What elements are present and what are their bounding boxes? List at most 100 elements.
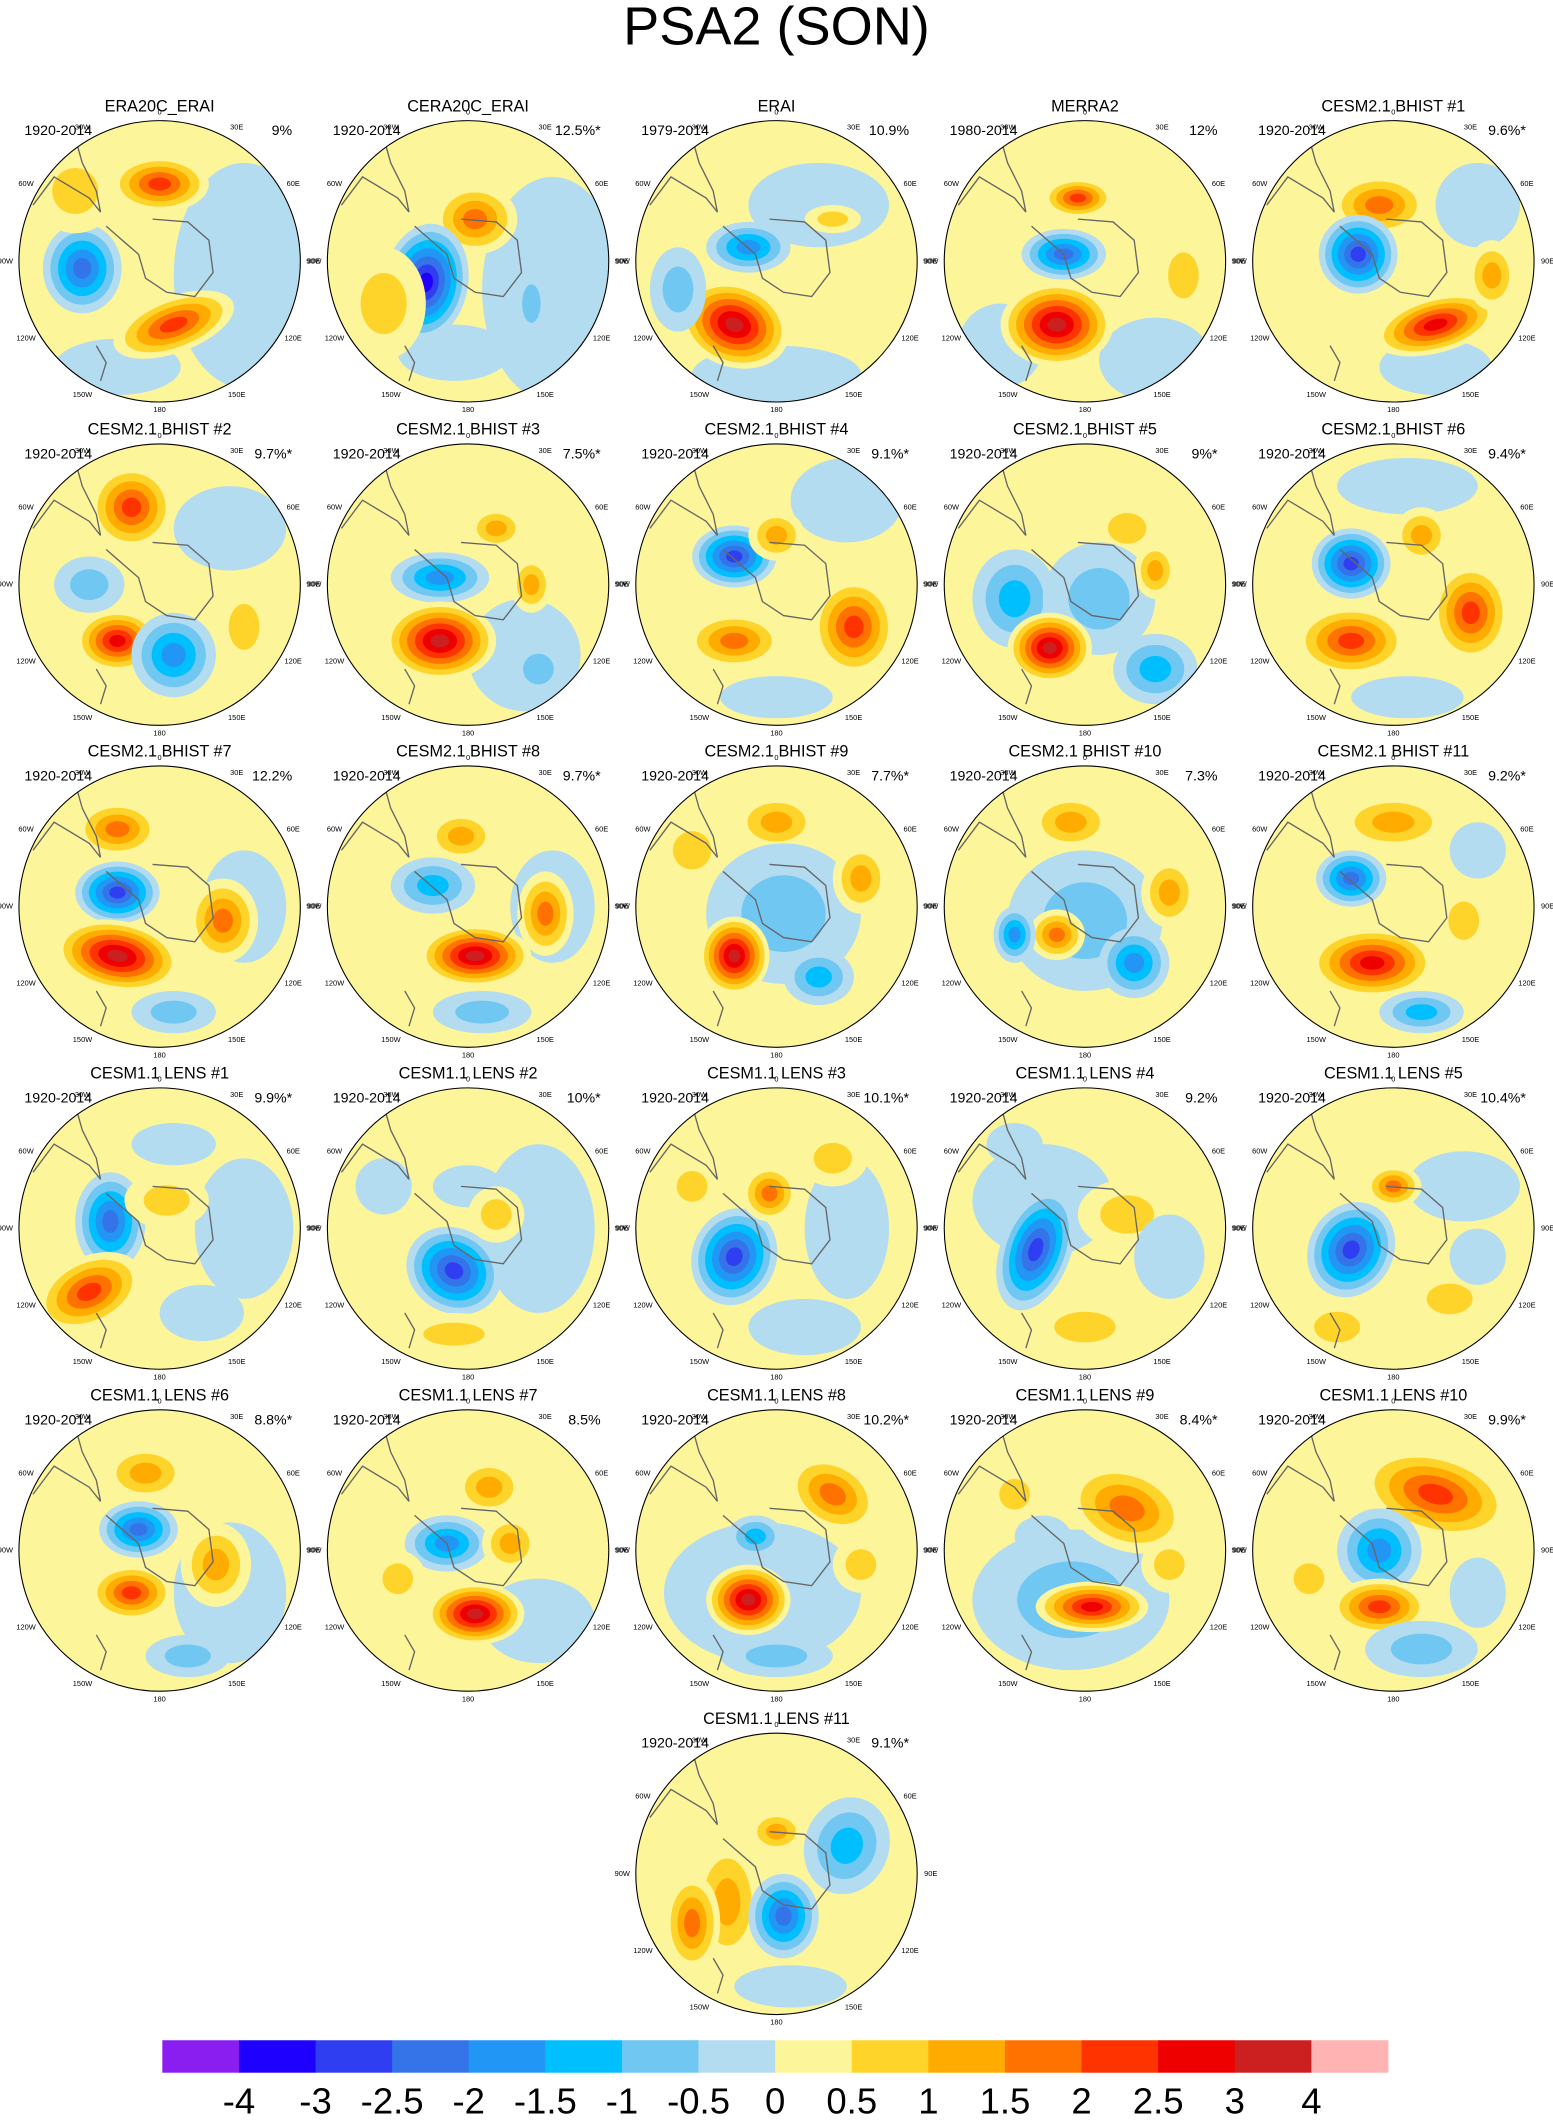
coastline: [1266, 127, 1335, 213]
panel-title: CESM2.1 BHIST #11: [1317, 743, 1469, 761]
map-panel: CESM2.1 BHIST #11 1920-2014 9.2%* 0 30E 60E 90…: [1232, 743, 1553, 1060]
panel-variance: 12.2%: [252, 768, 293, 784]
contour: [1338, 632, 1365, 650]
coastline: [712, 990, 724, 1027]
longitude-label: 90W: [923, 1224, 938, 1233]
map-border: [943, 1087, 1227, 1370]
longitude-label: 30E: [539, 446, 552, 455]
panel-period: 1920-2014: [641, 1736, 709, 1752]
contour: [1426, 1283, 1473, 1315]
longitude-label: 90W: [1232, 256, 1247, 265]
longitude-label: 150E: [1462, 1035, 1479, 1044]
colorbar-label: -2: [453, 2080, 485, 2121]
panel-variance: 10.9%: [869, 123, 910, 139]
panel-period: 1920-2014: [950, 447, 1018, 463]
panel-period: 1920-2014: [1258, 447, 1326, 463]
panel-period: 1979-2014: [641, 123, 709, 139]
longitude-label: 150E: [1462, 390, 1479, 399]
longitude-label: 30E: [230, 1090, 243, 1099]
coastline: [105, 218, 214, 298]
panel-variance: 9.2%*: [1488, 768, 1526, 784]
longitude-label: 30E: [1464, 1090, 1477, 1099]
longitude-label: 90E: [1541, 580, 1553, 589]
longitude-label: 60W: [635, 503, 650, 512]
longitude-label: 120E: [284, 1301, 301, 1310]
panel-period: 1920-2014: [24, 447, 92, 463]
coastline: [340, 127, 410, 213]
longitude-label: 0: [1391, 107, 1395, 116]
longitude-label: 120W: [16, 979, 35, 988]
contour: [1008, 926, 1021, 943]
longitude-label: 90E: [307, 1224, 320, 1233]
longitude-label: 120W: [325, 657, 344, 666]
longitude-label: 180: [153, 1050, 165, 1059]
longitude-label: 120E: [901, 657, 918, 666]
longitude-label: 60E: [287, 179, 300, 188]
contour: [728, 949, 741, 963]
map-panel: ERAI 1979-2014 10.9% 0 30E 60E 90E 120E 150E 180 1…: [615, 97, 938, 414]
coastline: [105, 541, 214, 621]
longitude-label: 90E: [1233, 1546, 1246, 1555]
longitude-label: 150E: [228, 1035, 245, 1044]
coastline: [1339, 1185, 1448, 1265]
longitude-label: 0: [1391, 1397, 1395, 1406]
coastline: [95, 668, 107, 705]
longitude-label: 150E: [536, 1357, 553, 1366]
contour: [1147, 560, 1164, 582]
map-panel: CESM2.1 BHIST #7 1920-2014 12.2% 0 30E 60E 90E…: [0, 743, 321, 1060]
longitude-label: 90W: [615, 256, 630, 265]
contour: [537, 901, 554, 926]
longitude-label: 30E: [847, 123, 860, 132]
longitude-label: 180: [1387, 405, 1399, 414]
panel-period: 1920-2014: [641, 1090, 709, 1106]
longitude-label: 180: [153, 1372, 165, 1381]
contour: [228, 603, 260, 650]
contour: [819, 1483, 846, 1506]
longitude-label: 0: [158, 1075, 162, 1084]
longitude-label: 60W: [327, 1146, 342, 1155]
longitude-label: 60W: [944, 1146, 959, 1155]
contour: [684, 1909, 701, 1938]
panel-period: 1980-2014: [950, 123, 1018, 139]
panel-variance: 8.5%: [568, 1412, 601, 1428]
coastline: [95, 990, 107, 1027]
panel-variance: 9%*: [1191, 447, 1218, 463]
longitude-label: 60W: [18, 179, 33, 188]
anomaly-field: [1252, 120, 1535, 403]
longitude-label: 150W: [1307, 713, 1326, 722]
longitude-label: 60E: [903, 179, 916, 188]
coastline: [1339, 1507, 1448, 1587]
longitude-label: 120E: [901, 1623, 918, 1632]
longitude-label: 60E: [1520, 1468, 1533, 1477]
longitude-label: 150W: [73, 713, 92, 722]
longitude-label: 120W: [325, 333, 344, 342]
longitude-label: 180: [1079, 1372, 1091, 1381]
map-border: [326, 1087, 610, 1370]
panel-title: CESM1.1 LENS #7: [399, 1387, 538, 1405]
coastline: [32, 127, 102, 213]
colorbar-label: 0: [765, 2080, 785, 2121]
coastline: [1266, 450, 1335, 536]
longitude-label: 90E: [1541, 1546, 1553, 1555]
longitude-label: 90W: [0, 902, 13, 911]
panel-title: CESM1.1 LENS #1: [90, 1065, 229, 1083]
longitude-label: 120W: [16, 333, 35, 342]
colorbar-swatch: [1158, 2040, 1236, 2073]
coastline: [1031, 218, 1140, 298]
longitude-label: 150W: [1307, 1035, 1326, 1044]
longitude-label: 90W: [1232, 902, 1247, 911]
longitude-label: 90E: [924, 1224, 937, 1233]
longitude-label: 0: [466, 1075, 470, 1084]
contour: [1449, 822, 1506, 879]
anomaly-field: [635, 1409, 918, 1692]
longitude-label: 30W: [1000, 768, 1015, 777]
coastline: [1329, 345, 1341, 382]
panel-variance: 9.1%*: [871, 1736, 909, 1752]
contour: [1107, 513, 1147, 544]
contour: [194, 1158, 294, 1299]
anomaly-field: [1252, 443, 1535, 726]
map-panel: CESM1.1 LENS #8 1920-2014 10.2%* 0 30E 60E 90E…: [615, 1387, 938, 1704]
panel-variance: 10%*: [567, 1090, 601, 1106]
contour: [1343, 871, 1360, 885]
panel-title: CESM1.1 LENS #10: [1319, 1387, 1467, 1405]
